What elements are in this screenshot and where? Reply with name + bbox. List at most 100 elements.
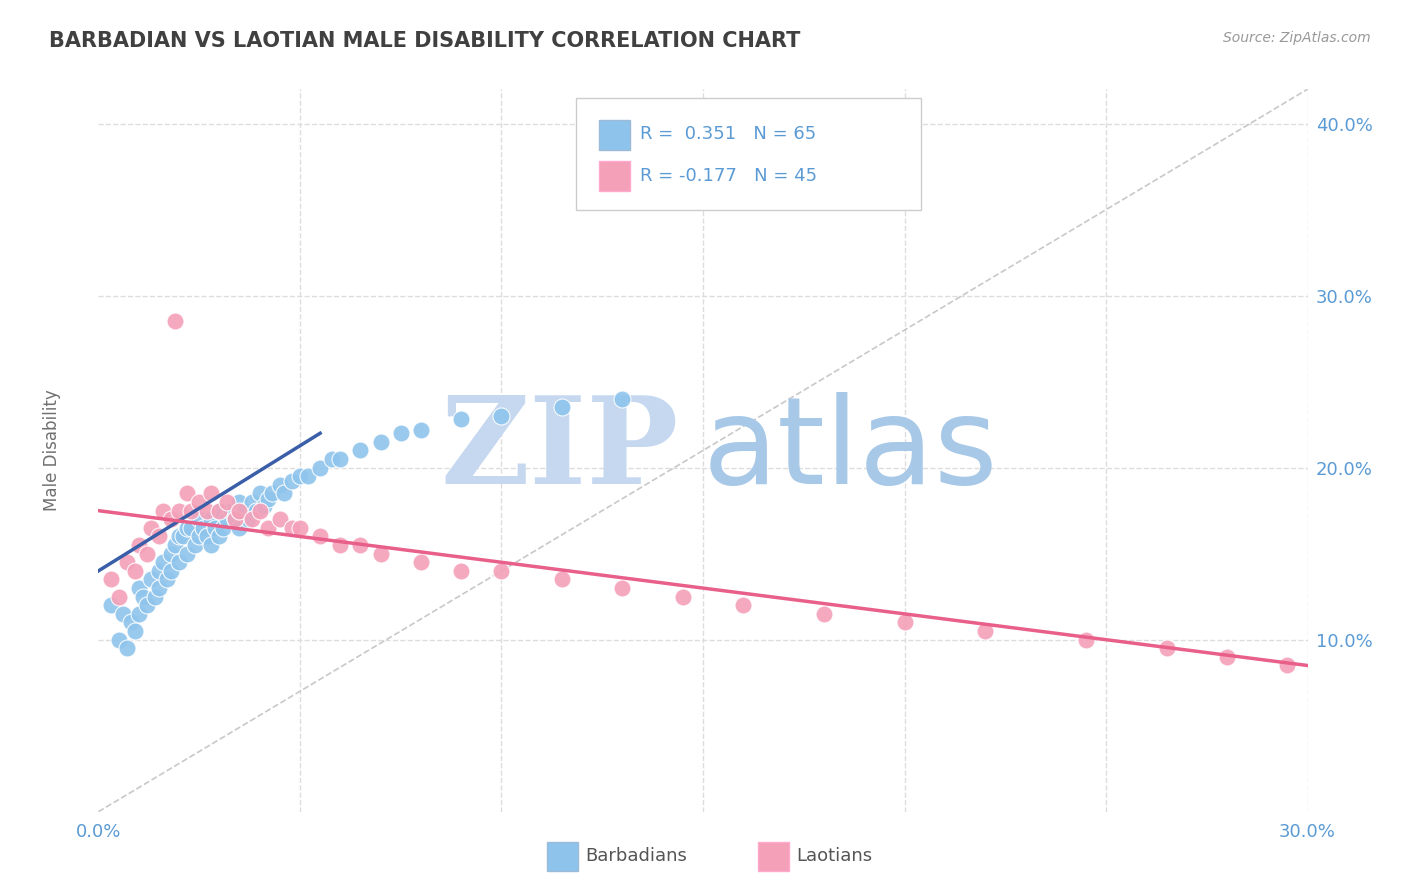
Point [200, 512, 222, 526]
Point [249, 486, 271, 500]
Point [281, 475, 304, 489]
Point [208, 529, 231, 543]
Text: Barbadians: Barbadians [585, 847, 686, 865]
Point [115, 555, 138, 569]
Point [297, 469, 319, 483]
Point [107, 590, 129, 604]
Point [224, 512, 246, 526]
Point [148, 529, 170, 543]
Point [188, 512, 211, 526]
Point [1156, 641, 1178, 656]
Point [1277, 658, 1299, 673]
Point [409, 423, 432, 437]
Point [672, 590, 695, 604]
Point [1074, 632, 1097, 647]
Point [329, 452, 352, 467]
Point [491, 564, 513, 578]
Point [260, 486, 283, 500]
Point [100, 573, 122, 587]
Point [256, 521, 278, 535]
Point [124, 624, 146, 639]
Point [160, 564, 183, 578]
Point [269, 512, 291, 526]
Point [139, 521, 162, 535]
Point [273, 486, 295, 500]
Point [974, 624, 997, 639]
Point [195, 529, 218, 543]
Point [288, 469, 311, 483]
Point [148, 564, 170, 578]
Point [124, 564, 146, 578]
Point [245, 503, 267, 517]
Point [236, 512, 259, 526]
Point [195, 503, 218, 517]
Point [152, 503, 174, 517]
Point [612, 581, 634, 595]
Point [228, 503, 250, 517]
Point [228, 495, 250, 509]
Point [212, 521, 235, 535]
Point [232, 503, 254, 517]
Point [107, 632, 129, 647]
Point [349, 443, 371, 458]
Point [132, 590, 155, 604]
Point [224, 512, 246, 526]
Point [612, 392, 634, 406]
Point [370, 434, 392, 449]
Text: ZIP: ZIP [440, 392, 679, 509]
Point [160, 547, 183, 561]
Point [188, 529, 211, 543]
Point [128, 607, 150, 621]
Text: Male Disability: Male Disability [44, 390, 62, 511]
Point [221, 503, 243, 517]
Point [176, 486, 198, 500]
Point [228, 521, 250, 535]
Point [240, 512, 263, 526]
Point [409, 555, 432, 569]
Point [200, 538, 222, 552]
Point [128, 581, 150, 595]
Point [321, 452, 343, 467]
Text: Source: ZipAtlas.com: Source: ZipAtlas.com [1223, 31, 1371, 45]
Point [200, 486, 222, 500]
Point [733, 599, 755, 613]
Point [217, 512, 239, 526]
Point [128, 538, 150, 552]
Point [184, 538, 207, 552]
Point [180, 503, 202, 517]
Point [163, 538, 186, 552]
Point [193, 521, 215, 535]
Point [167, 555, 190, 569]
Point [208, 503, 231, 517]
Point [176, 547, 198, 561]
Point [172, 529, 194, 543]
Point [249, 503, 271, 517]
Point [115, 641, 138, 656]
Point [135, 599, 157, 613]
Point [1216, 649, 1239, 664]
Point [167, 503, 190, 517]
Point [551, 401, 574, 415]
Point [208, 503, 231, 517]
Point [111, 607, 134, 621]
Point [370, 547, 392, 561]
Point [389, 426, 412, 441]
Point [450, 564, 472, 578]
Point [204, 521, 226, 535]
Text: R =  0.351   N = 65: R = 0.351 N = 65 [640, 125, 815, 143]
Point [813, 607, 835, 621]
Point [156, 573, 179, 587]
Point [253, 499, 276, 513]
Point [152, 555, 174, 569]
Point [176, 521, 198, 535]
Point [180, 521, 202, 535]
Point [143, 590, 166, 604]
Text: Laotians: Laotians [796, 847, 872, 865]
Point [148, 581, 170, 595]
Point [256, 491, 278, 506]
Point [269, 478, 291, 492]
Text: BARBADIAN VS LAOTIAN MALE DISABILITY CORRELATION CHART: BARBADIAN VS LAOTIAN MALE DISABILITY COR… [49, 31, 800, 51]
Point [217, 495, 239, 509]
Point [288, 521, 311, 535]
Point [349, 538, 371, 552]
